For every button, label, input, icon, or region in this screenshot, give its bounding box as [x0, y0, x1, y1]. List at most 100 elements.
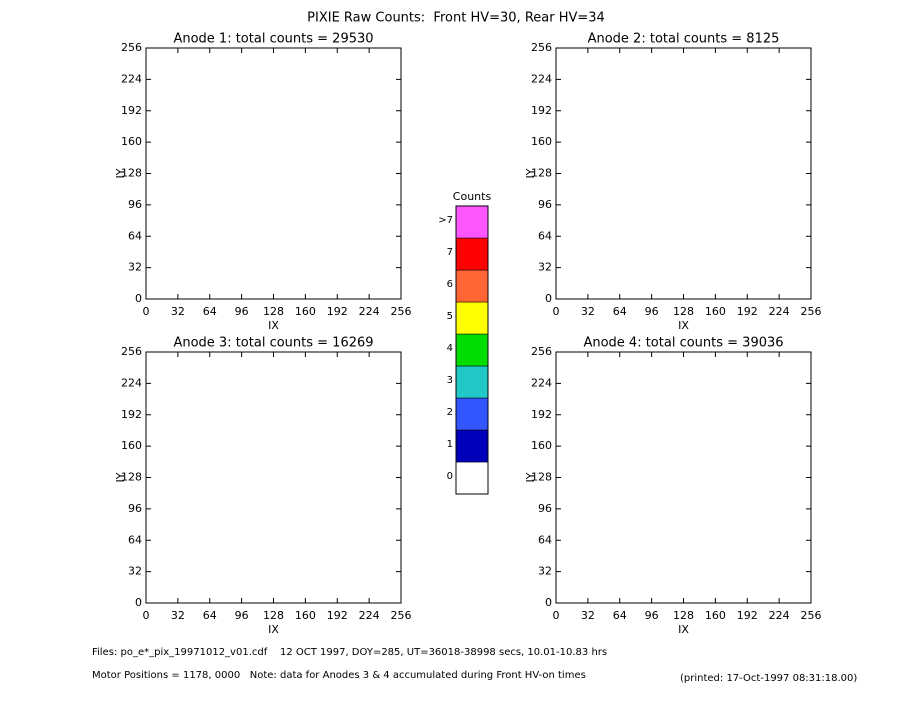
panel-title: Anode 3: total counts = 16269	[173, 336, 373, 351]
y-tick-label: 160	[531, 439, 552, 452]
colorbar-label: 7	[447, 247, 453, 258]
y-tick-label: 128	[531, 471, 552, 484]
x-tick-label: 64	[203, 305, 217, 318]
y-tick-label: 0	[545, 292, 552, 305]
x-axis-label: IX	[678, 623, 689, 636]
colorbar-swatch	[455, 461, 489, 495]
y-axis-label: IY	[114, 472, 127, 482]
colorbar-frame	[455, 205, 489, 495]
y-tick-label: 192	[121, 104, 142, 117]
x-axis-label: IX	[268, 623, 279, 636]
x-tick-label: 64	[613, 609, 627, 622]
y-tick-label: 192	[121, 408, 142, 421]
y-tick-label: 64	[128, 533, 142, 546]
plot-area	[145, 351, 402, 604]
y-tick-label: 96	[538, 502, 552, 515]
colorbar-swatch	[455, 269, 489, 303]
y-tick-label: 256	[531, 41, 552, 54]
colorbar-swatch	[455, 397, 489, 431]
x-tick-label: 128	[263, 305, 284, 318]
y-tick-label: 128	[121, 471, 142, 484]
x-tick-label: 160	[705, 609, 726, 622]
y-tick-label: 0	[135, 596, 142, 609]
colorbar-label: 6	[447, 279, 453, 290]
plot-area	[555, 351, 812, 604]
y-tick-label: 0	[545, 596, 552, 609]
y-axis-label: IY	[524, 472, 537, 482]
x-tick-label: 96	[235, 609, 249, 622]
y-tick-label: 32	[128, 565, 142, 578]
x-tick-label: 0	[553, 305, 560, 318]
y-tick-label: 192	[531, 104, 552, 117]
x-tick-label: 224	[359, 305, 380, 318]
colorbar-swatch	[455, 365, 489, 399]
x-tick-label: 192	[327, 305, 348, 318]
x-tick-label: 256	[391, 305, 412, 318]
panel-title: Anode 2: total counts = 8125	[588, 32, 780, 47]
colorbar-swatch	[455, 237, 489, 271]
x-tick-label: 256	[391, 609, 412, 622]
y-tick-label: 224	[531, 376, 552, 389]
x-tick-label: 160	[295, 305, 316, 318]
y-tick-label: 96	[128, 502, 142, 515]
y-axis-label: IY	[114, 168, 127, 178]
x-tick-label: 192	[737, 305, 758, 318]
x-tick-label: 128	[673, 609, 694, 622]
footer-files: Files: po_e*_pix_19971012_v01.cdf 12 OCT…	[92, 647, 607, 658]
y-tick-label: 192	[531, 408, 552, 421]
x-axis-label: IX	[268, 319, 279, 332]
figure-title: PIXIE Raw Counts: Front HV=30, Rear HV=3…	[307, 11, 605, 26]
x-tick-label: 224	[769, 305, 790, 318]
x-tick-label: 192	[737, 609, 758, 622]
y-tick-label: 256	[121, 345, 142, 358]
y-tick-label: 96	[128, 198, 142, 211]
y-tick-label: 32	[538, 565, 552, 578]
x-tick-label: 0	[143, 609, 150, 622]
y-tick-label: 128	[531, 167, 552, 180]
colorbar-label: 2	[447, 407, 453, 418]
x-tick-label: 160	[705, 305, 726, 318]
x-tick-label: 224	[359, 609, 380, 622]
x-tick-label: 256	[801, 609, 822, 622]
y-tick-label: 32	[538, 261, 552, 274]
panel-title: Anode 4: total counts = 39036	[583, 336, 783, 351]
x-tick-label: 224	[769, 609, 790, 622]
y-axis-label: IY	[524, 168, 537, 178]
x-tick-label: 64	[613, 305, 627, 318]
x-tick-label: 192	[327, 609, 348, 622]
x-tick-label: 32	[171, 305, 185, 318]
plot-area	[555, 47, 812, 300]
x-tick-label: 0	[553, 609, 560, 622]
y-tick-label: 160	[531, 135, 552, 148]
y-tick-label: 0	[135, 292, 142, 305]
colorbar-swatch	[455, 205, 489, 239]
y-tick-label: 160	[121, 439, 142, 452]
y-tick-label: 32	[128, 261, 142, 274]
y-tick-label: 64	[538, 533, 552, 546]
footer-printed: (printed: 17-Oct-1997 08:31:18.00)	[680, 673, 857, 684]
x-tick-label: 32	[171, 609, 185, 622]
y-tick-label: 128	[121, 167, 142, 180]
x-tick-label: 96	[645, 305, 659, 318]
y-tick-label: 256	[531, 345, 552, 358]
x-tick-label: 96	[645, 609, 659, 622]
plot-area	[145, 47, 402, 300]
colorbar-label: 4	[447, 343, 453, 354]
y-tick-label: 224	[531, 72, 552, 85]
colorbar-label: 0	[447, 471, 453, 482]
x-tick-label: 96	[235, 305, 249, 318]
colorbar-swatch	[455, 333, 489, 367]
x-tick-label: 128	[673, 305, 694, 318]
x-tick-label: 32	[581, 305, 595, 318]
y-tick-label: 224	[121, 376, 142, 389]
y-tick-label: 224	[121, 72, 142, 85]
x-tick-label: 160	[295, 609, 316, 622]
colorbar-title: Counts	[453, 190, 492, 203]
x-axis-label: IX	[678, 319, 689, 332]
x-tick-label: 0	[143, 305, 150, 318]
footer-motor: Motor Positions = 1178, 0000 Note: data …	[92, 670, 586, 681]
colorbar-label: 3	[447, 375, 453, 386]
y-tick-label: 64	[128, 229, 142, 242]
